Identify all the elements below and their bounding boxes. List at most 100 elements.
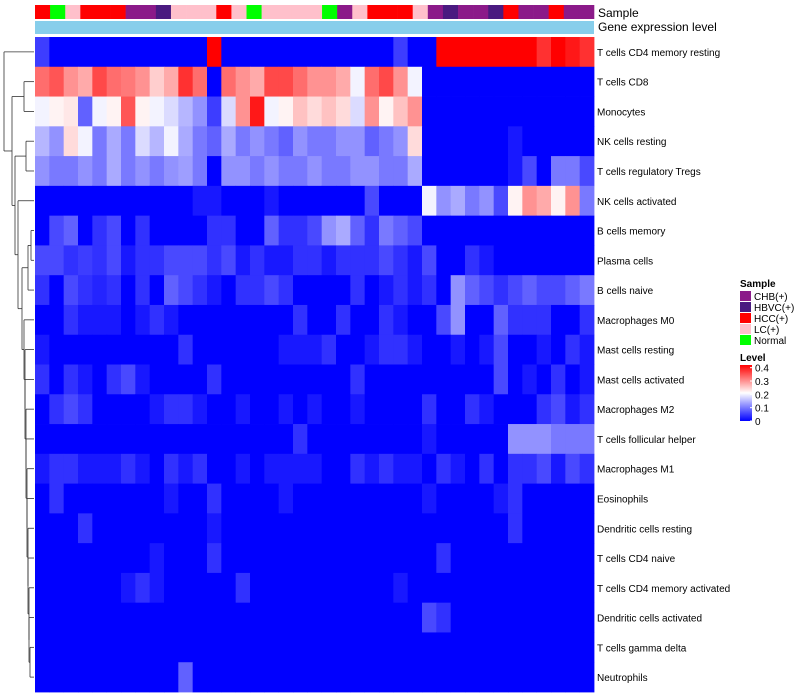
heatmap-cell (379, 632, 394, 663)
heatmap-cell (393, 334, 409, 365)
heatmap-cell (106, 37, 122, 68)
heatmap-cell (379, 513, 394, 544)
level-legend-tick-label: 0.3 (755, 377, 769, 388)
heatmap-cell (235, 126, 251, 157)
heatmap-cell (465, 543, 480, 574)
heatmap-cell (522, 572, 538, 604)
row-label: B cells naive (597, 286, 654, 297)
level-legend: Level 0.4 0.3 0.2 0.1 0 (740, 353, 769, 428)
heatmap-cell (293, 185, 308, 217)
heatmap-cell (207, 572, 222, 604)
heatmap-cell (536, 66, 552, 97)
heatmap-cell (278, 602, 294, 633)
heatmap-cell (49, 304, 65, 336)
heatmap-cell (207, 66, 222, 97)
heatmap-cell (508, 424, 523, 455)
heatmap-cell (278, 572, 294, 604)
heatmap-cell (164, 245, 179, 276)
heatmap-cell (135, 543, 151, 574)
heatmap-cell (407, 662, 423, 693)
heatmap-cell (508, 37, 523, 68)
heatmap-cell (92, 662, 108, 693)
heatmap-cell (92, 126, 108, 157)
heatmap-cell (207, 215, 222, 246)
heatmap-cell (493, 453, 509, 484)
sample-annotation-cell (231, 5, 247, 19)
heatmap-cell (465, 215, 480, 246)
heatmap-cell (192, 37, 208, 68)
heatmap-cell (307, 602, 323, 633)
heatmap-cell (465, 275, 480, 306)
heatmap-cell (49, 394, 65, 425)
level-legend-tick-label: 0.2 (755, 390, 769, 401)
heatmap-cell (407, 185, 423, 217)
heatmap-cell (149, 662, 165, 693)
heatmap-cell (92, 632, 108, 663)
heatmap-cell (565, 96, 581, 127)
row-dendrogram (3, 51, 34, 678)
heatmap-cell (278, 96, 294, 127)
heatmap-cell (278, 513, 294, 544)
heatmap-cell (78, 364, 93, 395)
heatmap-cell (536, 275, 552, 306)
heatmap-cell (221, 156, 237, 187)
heatmap-cell (551, 96, 566, 127)
sample-annotation-cell (488, 5, 504, 19)
heatmap-cell (436, 245, 452, 276)
heatmap-cell (78, 483, 93, 514)
heatmap-cell (35, 662, 50, 693)
heatmap-cell (106, 602, 122, 633)
heatmap-cell (508, 304, 523, 336)
heatmap-cell (92, 156, 108, 187)
heatmap-cell (235, 632, 251, 663)
heatmap-cell (92, 275, 108, 306)
heatmap-cell (49, 96, 65, 127)
heatmap-cell (508, 662, 523, 693)
sample-annotation-cell (291, 5, 308, 19)
heatmap-cell (450, 632, 466, 663)
heatmap-cell (121, 126, 136, 157)
heatmap-cell (135, 185, 151, 217)
heatmap-cell (250, 424, 265, 455)
heatmap-cell (579, 483, 595, 514)
heatmap-cell (250, 632, 265, 663)
heatmap-cell (178, 602, 194, 633)
heatmap-cell (307, 126, 323, 157)
heatmap-cell (393, 275, 409, 306)
heatmap-cell (364, 424, 380, 455)
heatmap-cell (149, 394, 165, 425)
heatmap-cell (278, 156, 294, 187)
sample-annotation-track (35, 5, 595, 19)
heatmap-cell (565, 275, 581, 306)
heatmap-cell (178, 334, 194, 365)
heatmap-cell (393, 394, 409, 425)
heatmap-cell (235, 304, 251, 336)
heatmap-cell (465, 394, 480, 425)
heatmap-cell (121, 662, 136, 693)
heatmap-cell (149, 572, 165, 604)
heatmap-cell (350, 334, 366, 365)
heatmap-cell (336, 304, 351, 336)
heatmap-cell (63, 394, 79, 425)
heatmap-cell (565, 543, 581, 574)
heatmap-cell (551, 156, 566, 187)
heatmap-cell (450, 602, 466, 633)
heatmap-cell (192, 543, 208, 574)
heatmap-cell (149, 424, 165, 455)
heatmap-cell (164, 215, 179, 246)
heatmap-cell (78, 572, 93, 604)
heatmap-cell (379, 37, 394, 68)
heatmap-cell (35, 66, 50, 97)
heatmap-cell (63, 662, 79, 693)
heatmap-cell (293, 364, 308, 395)
heatmap-cell (465, 304, 480, 336)
heatmap-cell (106, 156, 122, 187)
heatmap-cell (450, 96, 466, 127)
heatmap-cell (207, 364, 222, 395)
heatmap-cell (436, 572, 452, 604)
heatmap-cell (364, 364, 380, 395)
heatmap-cell (407, 156, 423, 187)
heatmap-cell (336, 513, 351, 544)
level-legend-title: Level (740, 353, 766, 364)
heatmap-cell (551, 483, 566, 514)
